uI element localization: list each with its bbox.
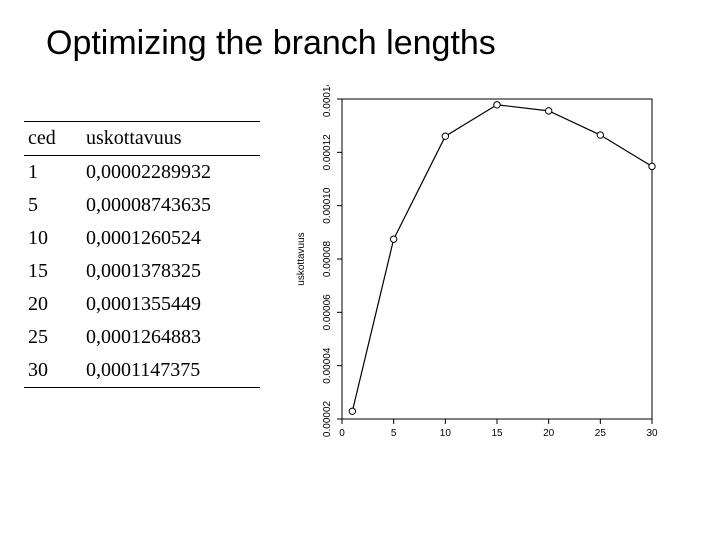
slide-title: Optimizing the branch lengths	[46, 24, 692, 63]
y-tick-label: 0.00004	[322, 347, 333, 384]
table-row: 150,0001378325	[24, 255, 260, 288]
y-axis-label: uskottavuus	[296, 232, 307, 285]
cell-uskottavuus: 0,0001264883	[82, 321, 260, 354]
line-chart: 0 5 10 15 20 25 30 0.00002 0.00004 0.00006 0.00008…	[272, 85, 664, 465]
cell-ced: 25	[24, 321, 82, 354]
x-tick-label: 15	[491, 428, 503, 439]
cell-ced: 30	[24, 354, 82, 388]
data-point	[649, 163, 655, 169]
data-point	[442, 133, 448, 139]
x-tick-label: 5	[391, 428, 397, 439]
cell-uskottavuus: 0,00008743635	[82, 189, 260, 222]
x-tick-label: 0	[339, 428, 345, 439]
cell-uskottavuus: 0,0001147375	[82, 354, 260, 388]
table-row: 100,0001260524	[24, 222, 260, 255]
col-header-uskottavuus: uskottavuus	[82, 122, 260, 156]
data-point	[390, 236, 396, 242]
x-tick-label: 30	[646, 428, 658, 439]
table-row: 300,0001147375	[24, 354, 260, 388]
y-tick-label: 0.00010	[322, 187, 333, 224]
cell-uskottavuus: 0,0001355449	[82, 288, 260, 321]
table-header-row: ced uskottavuus	[24, 122, 260, 156]
table-row: 200,0001355449	[24, 288, 260, 321]
table-row: 250,0001264883	[24, 321, 260, 354]
cell-ced: 20	[24, 288, 82, 321]
x-tick-label: 25	[595, 428, 607, 439]
y-tick-label: 0.00008	[322, 240, 333, 277]
col-header-ced: ced	[24, 122, 82, 156]
data-point	[597, 132, 603, 138]
x-tick-label: 20	[543, 428, 555, 439]
y-tick-label: 0.00012	[322, 134, 333, 171]
y-tick-label: 0.00006	[322, 294, 333, 331]
cell-uskottavuus: 0,00002289932	[82, 156, 260, 190]
y-tick-label: 0.00014	[322, 85, 333, 117]
data-table: ced uskottavuus 10,0000228993250,0000874…	[24, 121, 260, 388]
table-row: 50,00008743635	[24, 189, 260, 222]
y-tick-label: 0.00002	[322, 400, 333, 437]
cell-uskottavuus: 0,0001260524	[82, 222, 260, 255]
data-point	[494, 102, 500, 108]
cell-ced: 15	[24, 255, 82, 288]
x-tick-label: 10	[440, 428, 452, 439]
cell-ced: 1	[24, 156, 82, 190]
data-point	[349, 408, 355, 414]
data-table-wrap: ced uskottavuus 10,0000228993250,0000874…	[24, 121, 260, 388]
cell-uskottavuus: 0,0001378325	[82, 255, 260, 288]
data-point	[545, 108, 551, 114]
cell-ced: 5	[24, 189, 82, 222]
table-row: 10,00002289932	[24, 156, 260, 190]
chart-wrap: 0 5 10 15 20 25 30 0.00002 0.00004 0.00006 0.00008…	[272, 85, 672, 485]
cell-ced: 10	[24, 222, 82, 255]
content-row: ced uskottavuus 10,0000228993250,0000874…	[28, 81, 692, 485]
